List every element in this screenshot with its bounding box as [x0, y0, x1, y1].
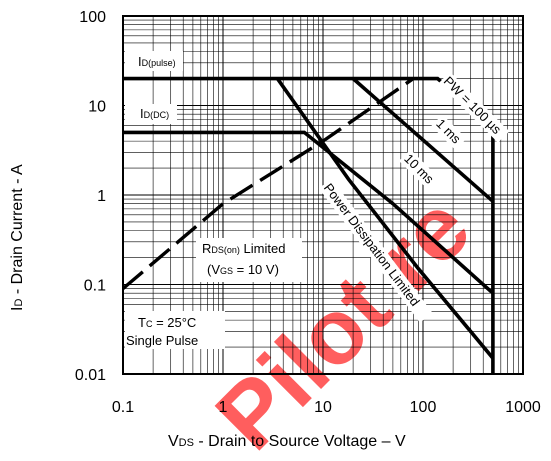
rds-sub: DS(on) — [211, 245, 240, 255]
annotation-conditions: TC = 25°C Single Pulse — [125, 311, 225, 349]
svg-text:TC = 25°C: TC = 25°C — [138, 315, 196, 330]
x-tick-label: 1 — [219, 399, 228, 416]
y-tick-label: 1 — [97, 188, 106, 205]
series-line-2 — [351, 77, 495, 203]
rds-rest: Limited — [240, 241, 286, 256]
x-tick-label: 100 — [410, 399, 437, 416]
svg-text:ID(DC): ID(DC) — [140, 106, 169, 121]
tc-main: T — [138, 315, 146, 330]
y-tick-label: 0.01 — [75, 367, 106, 384]
id-pulse-main: I — [138, 54, 142, 69]
vgs-rest: = 10 V) — [233, 262, 279, 277]
y-axis-label: ID - Drain Current - A — [9, 164, 26, 311]
vgs-sub: GS — [220, 266, 233, 276]
series-line-4 — [275, 77, 495, 360]
rds-main: R — [202, 241, 211, 256]
tick-labels: 0.1 1 10 100 1000 100 10 1 0.1 0.01 — [75, 9, 541, 416]
svg-text:(VGS = 10 V): (VGS = 10 V) — [207, 262, 279, 277]
y-tick-label: 100 — [79, 9, 106, 26]
annotation-id-dc: ID(DC) — [125, 104, 177, 124]
y-tick-label: 10 — [88, 99, 106, 116]
annotation-id-pulse: ID(pulse) — [125, 51, 183, 71]
annotation-rds-on: RDS(on) Limited (VGS = 10 V) — [196, 238, 302, 282]
id-dc-sub: D(DC) — [144, 110, 170, 120]
x-axis-label: VDS - Drain to Source Voltage – V — [168, 433, 406, 450]
tc-rest: = 25°C — [152, 315, 196, 330]
id-pulse-sub: D(pulse) — [142, 58, 176, 68]
tc-sub: C — [146, 319, 153, 329]
x-tick-label: 0.1 — [112, 399, 134, 416]
x-tick-label: 10 — [314, 399, 332, 416]
plot-frame — [122, 15, 524, 375]
x-tick-label: 1000 — [505, 399, 541, 416]
y-tick-label: 0.1 — [84, 278, 106, 295]
series-line-3 — [123, 130, 495, 295]
series-line-5 — [123, 77, 415, 290]
single-pulse-label: Single Pulse — [126, 333, 198, 348]
svg-text:ID(pulse): ID(pulse) — [138, 54, 176, 69]
svg-text:RDS(on) Limited: RDS(on) Limited — [202, 241, 285, 256]
id-dc-main: I — [140, 106, 144, 121]
vgs-pre: (V — [207, 262, 220, 277]
